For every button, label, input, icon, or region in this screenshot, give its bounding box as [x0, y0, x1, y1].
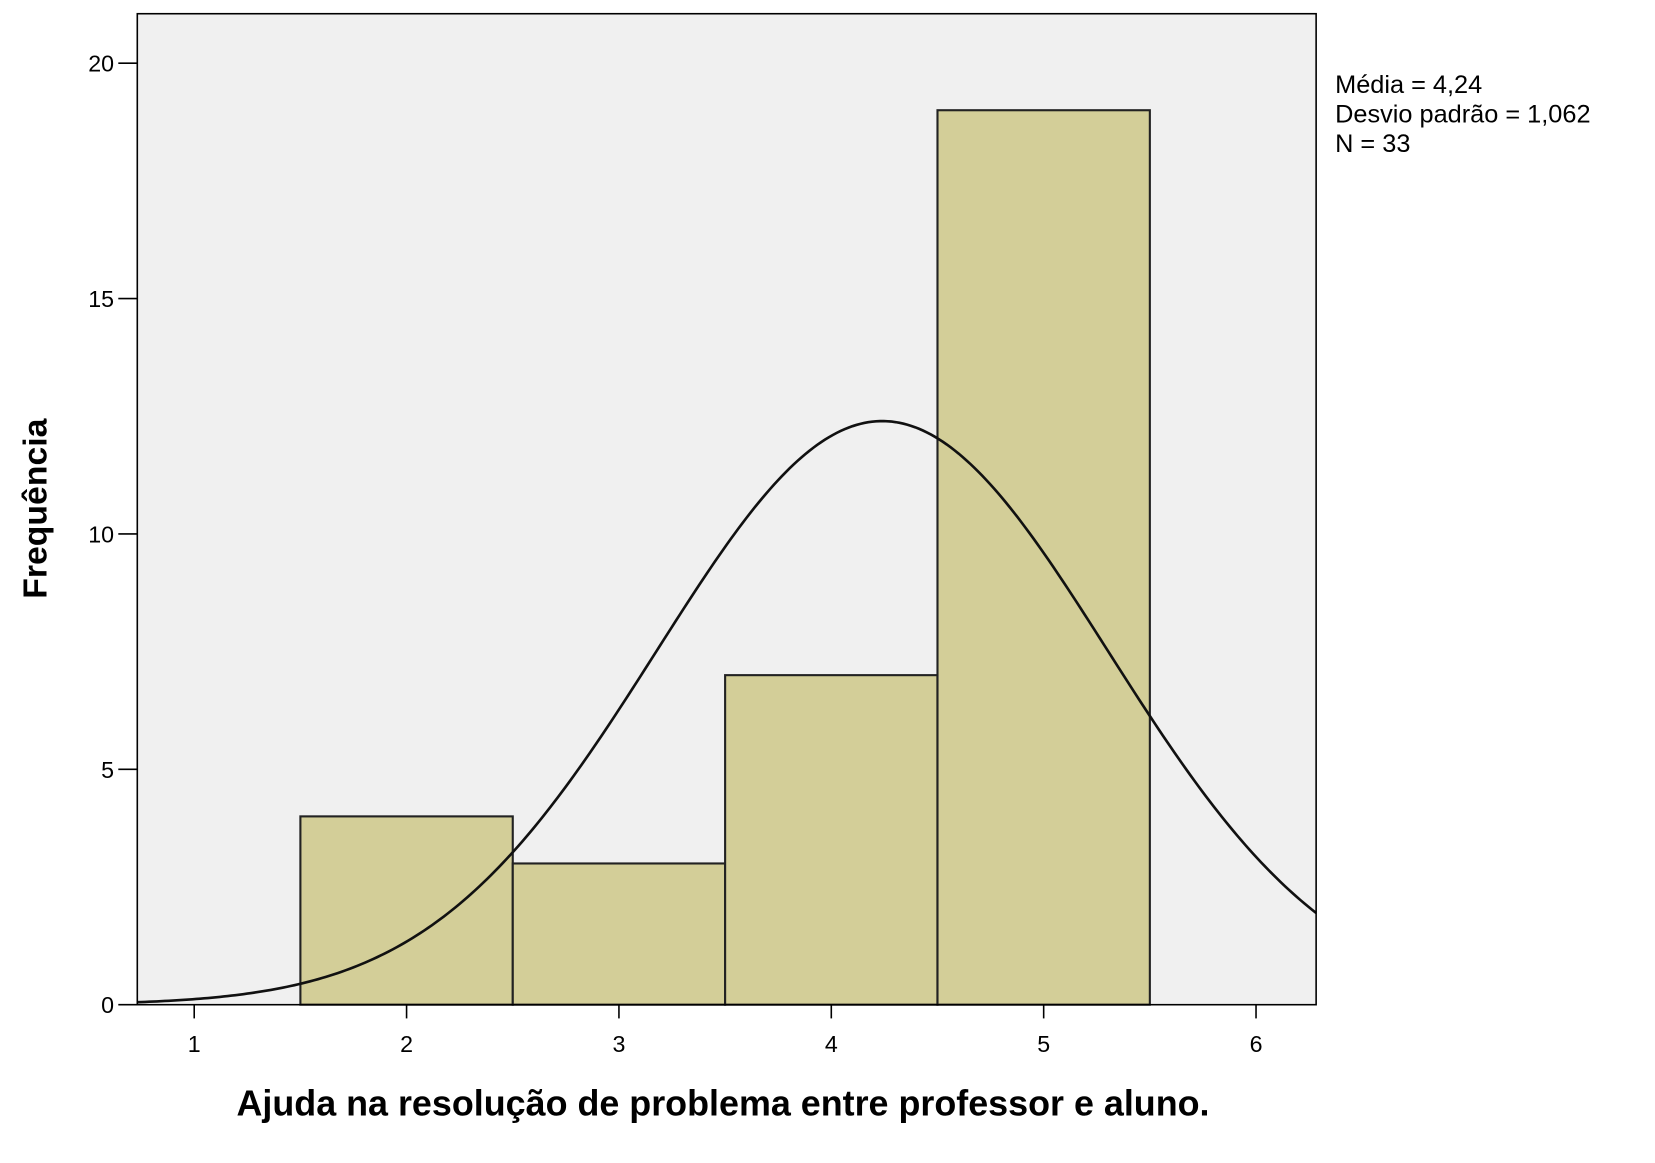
y-axis-label: Frequência	[17, 418, 55, 598]
x-tick-label: 5	[1037, 1031, 1050, 1057]
bar	[936, 109, 1151, 1006]
y-tick-label: 20	[88, 51, 114, 77]
bar	[724, 674, 939, 1006]
stat-label: Média = 4,24	[1335, 71, 1482, 99]
stat-label: N = 33	[1335, 130, 1410, 158]
y-tick-label: 15	[88, 286, 114, 312]
y-tick-label: 5	[101, 757, 114, 783]
normal-curve	[137, 419, 1317, 1004]
x-tick-label: 3	[612, 1031, 625, 1057]
bar	[299, 815, 514, 1006]
x-tick-label: 6	[1250, 1031, 1263, 1057]
y-tick-label: 10	[88, 521, 114, 547]
x-tick-label: 2	[400, 1031, 413, 1057]
y-tick-label: 0	[101, 992, 114, 1018]
x-tick-label: 1	[188, 1031, 201, 1057]
stat-label: Desvio padrão = 1,062	[1335, 100, 1590, 128]
x-axis-label: Ajuda na resolução de problema entre pro…	[236, 1084, 1210, 1124]
plot-border	[136, 12, 1317, 1006]
x-tick-label: 4	[825, 1031, 838, 1057]
bar	[511, 862, 727, 1006]
x-axis-label-box: Ajuda na resolução de problema entre pro…	[236, 1084, 1210, 1124]
